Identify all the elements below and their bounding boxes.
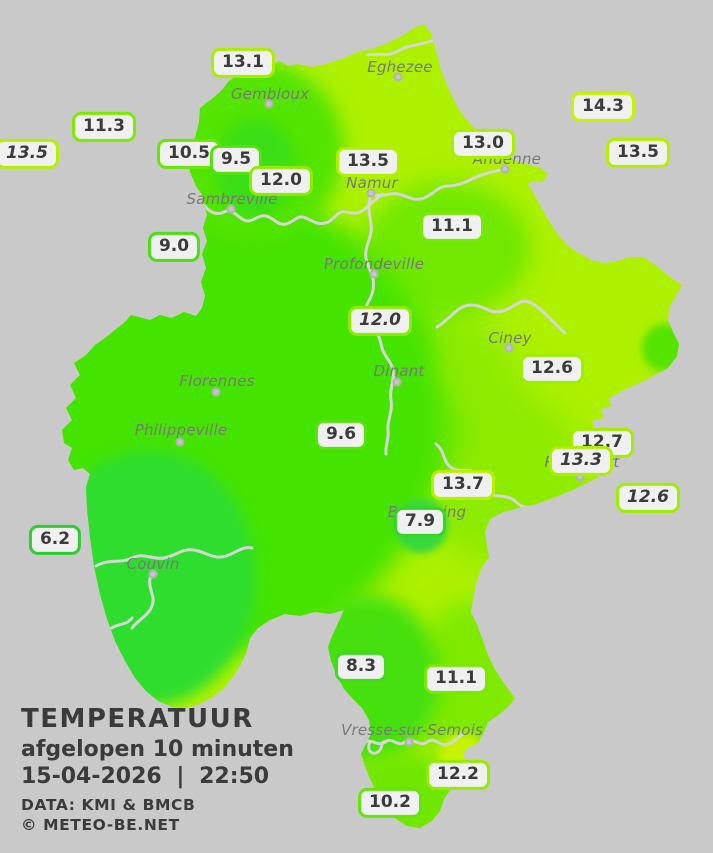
map-datetime: 15-04-2026 | 22:50 (21, 763, 270, 789)
temperature-badge: 13.5 (0, 138, 59, 170)
temperature-badge: 12.2 (426, 759, 490, 791)
temperature-badge: 12.0 (249, 165, 313, 197)
temperature-badge: 14.3 (571, 91, 635, 123)
city-marker-dot (393, 72, 403, 82)
city-label: Ciney (488, 329, 532, 347)
temperature-badge: 10.5 (157, 138, 221, 170)
city-label: Vresse-sur-Semois (341, 721, 483, 739)
city-marker-dot (369, 269, 379, 279)
city-label: Couvin (126, 555, 180, 573)
city-marker-dot (392, 377, 402, 387)
map-subtitle: afgelopen 10 minuten (21, 736, 294, 762)
city-label: Gembloux (230, 85, 310, 103)
city-marker-dot (575, 472, 585, 482)
city-marker-dot (366, 188, 376, 198)
copyright-line: © METEO-BE.NET (21, 816, 180, 835)
city-label: Eghezee (367, 58, 433, 76)
map-title: TEMPERATUUR (21, 704, 254, 734)
temperature-badge: 9.0 (147, 231, 201, 263)
city-label: Namur (346, 174, 398, 192)
temperature-badge: 13.0 (451, 128, 515, 160)
city-marker-dot (226, 204, 236, 214)
temperature-badge: 11.1 (424, 663, 488, 695)
city-label: Philippeville (134, 421, 228, 439)
temperature-badge: 8.3 (334, 651, 388, 683)
temperature-badge: 12.0 (348, 305, 412, 337)
temperature-badge: 13.1 (211, 47, 275, 79)
temperature-badge: 13.7 (431, 469, 495, 501)
city-label: Profondeville (323, 255, 425, 273)
temperature-badge: 12.6 (520, 353, 584, 385)
temperature-badge: 7.9 (393, 506, 447, 538)
city-marker-dot (504, 343, 514, 353)
temperature-badge: 10.2 (358, 787, 422, 819)
city-label: Dinant (373, 362, 425, 380)
city-marker-dot (148, 569, 158, 579)
city-marker-dot (175, 437, 185, 447)
title-block: TEMPERATUUR afgelopen 10 minuten 15-04-2… (21, 704, 294, 835)
city-label: Florennes (179, 372, 255, 390)
city-marker-dot (264, 99, 274, 109)
temperature-badge: 9.6 (314, 419, 368, 451)
city-marker-dot (500, 164, 510, 174)
temperature-badge: 13.3 (549, 445, 613, 477)
temperature-badge: 13.5 (336, 146, 400, 178)
city-marker-dot (404, 737, 414, 747)
temperature-badge: 6.2 (28, 524, 82, 556)
city-marker-dot (211, 387, 221, 397)
temperature-badge: 13.5 (606, 137, 670, 169)
temperature-badge: 12.6 (616, 482, 680, 514)
data-source-line: DATA: KMI & BMCB (21, 796, 196, 815)
temperature-badge: 11.1 (420, 211, 484, 243)
temperature-badge: 11.3 (72, 111, 136, 143)
